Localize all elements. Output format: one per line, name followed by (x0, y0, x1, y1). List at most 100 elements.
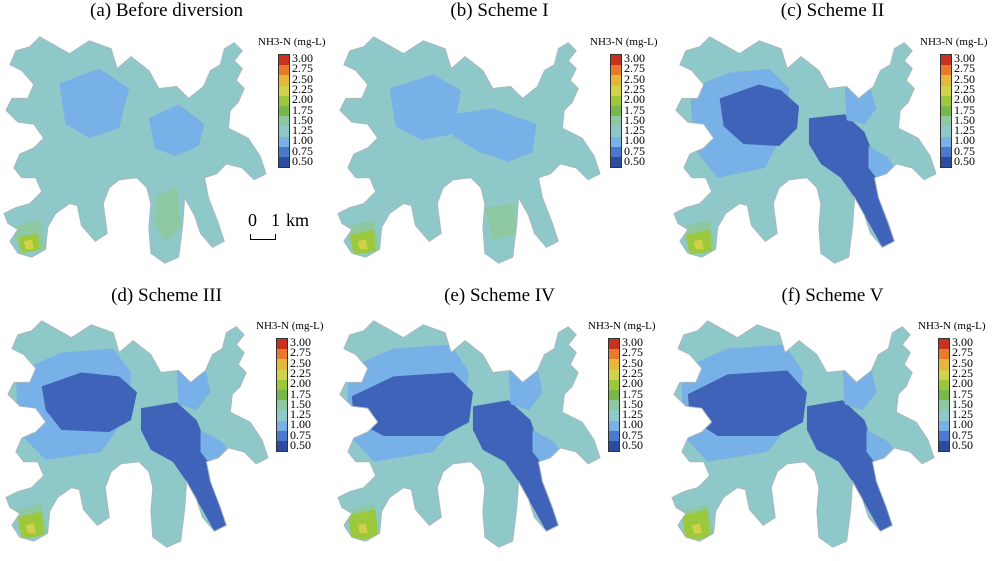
legend-swatch (941, 55, 951, 66)
legend-swatch (611, 95, 621, 106)
lake-outline (5, 320, 269, 548)
legend-swatch (279, 146, 289, 157)
legend-tick-label: 2.75 (952, 345, 973, 360)
scale-bar: 0 1 km (244, 210, 324, 240)
legend-swatch (611, 156, 621, 168)
legend-tick-label: 0.50 (290, 438, 311, 452)
lake-map (673, 36, 937, 264)
legend-swatch (939, 349, 949, 360)
legend-swatch (277, 400, 287, 411)
panel-e: (e) Scheme IV NH3-N (mg-L) 3.00 2.75 2.50 2.… (333, 285, 666, 561)
legend-swatch (277, 359, 287, 370)
legend-swatch (611, 116, 621, 127)
legend-swatch (611, 136, 621, 147)
panel-title: (b) Scheme I (450, 0, 549, 21)
legend-swatch (939, 369, 949, 380)
legend-title: NH3-N (mg-L) (258, 36, 326, 48)
legend-swatch (609, 359, 619, 370)
legend-tick-label: 1.50 (292, 112, 313, 127)
legend-title: NH3-N (mg-L) (256, 320, 324, 332)
legend-swatch (941, 126, 951, 137)
lake-outline (337, 320, 601, 548)
legend-title: NH3-N (mg-L) (918, 320, 986, 332)
legend-tick-label: 2.00 (624, 92, 645, 107)
legend-tick-label: 1.00 (624, 133, 645, 148)
legend-tick-label: 1.75 (290, 386, 311, 401)
lake-outline (671, 320, 935, 548)
legend-tick-label: 1.25 (954, 123, 975, 138)
legend-tick-label: 0.50 (952, 438, 973, 452)
legend-tick-label: 2.25 (292, 81, 313, 96)
legend-tick-label: 1.00 (952, 417, 973, 432)
panel-title: (c) Scheme II (780, 0, 885, 21)
legend-swatch (939, 430, 949, 441)
legend-tick-label: 1.25 (952, 407, 973, 422)
legend-tick-label: 3.00 (290, 335, 311, 349)
legend: NH3-N (mg-L) 3.00 2.75 2.50 2.25 2.00 1.75 1.50… (918, 320, 994, 460)
legend-swatch (611, 65, 621, 76)
legend-tick-label: 2.75 (624, 61, 645, 76)
legend-tick-label: 3.00 (622, 335, 643, 349)
legend-swatch (277, 349, 287, 360)
concentration-zone (691, 523, 702, 534)
panel-c: (c) Scheme II NH3-N (mg-L) 3.00 2.75 2.50 2.… (666, 0, 999, 276)
legend-swatch (611, 105, 621, 117)
legend-swatch (279, 116, 289, 127)
legend-tick-label: 0.50 (622, 438, 643, 452)
legend-swatch (611, 75, 621, 86)
legend-swatch (279, 75, 289, 86)
legend-tick-label: 3.00 (952, 335, 973, 349)
scale-unit: km (286, 210, 310, 230)
legend-colorbar (608, 338, 620, 452)
legend-tick-label: 2.25 (290, 365, 311, 380)
concentration-zone (25, 523, 36, 534)
concentration-zone (687, 370, 807, 436)
legend-tick-label: 0.75 (954, 143, 975, 158)
legend-swatch (939, 400, 949, 411)
legend-swatch (939, 440, 949, 452)
legend-swatch (277, 440, 287, 452)
concentration-zone (41, 372, 137, 432)
legend-tick-label: 2.25 (952, 365, 973, 380)
legend-swatch (609, 349, 619, 360)
legend-swatch (609, 389, 619, 401)
legend-swatch (941, 65, 951, 76)
panel-b: (b) Scheme I NH3-N (mg-L) 3.00 2.75 2.50 2.2… (333, 0, 666, 276)
legend-tick-label: 2.50 (622, 355, 643, 370)
legend-colorbar (940, 54, 952, 168)
legend-tick-label: 2.75 (622, 345, 643, 360)
legend: NH3-N (mg-L) 3.00 2.75 2.50 2.25 2.00 1.75 1.50… (920, 36, 996, 176)
legend-swatch (609, 410, 619, 421)
lake-map (5, 320, 269, 548)
legend-swatch (941, 75, 951, 86)
legend-swatch (279, 85, 289, 96)
panel-a: (a) Before diversion NH3-N (mg-L) 3.00 2.7… (0, 0, 333, 276)
legend-swatch (609, 339, 619, 350)
legend-swatch (611, 55, 621, 66)
legend-tick-label: 0.50 (624, 154, 645, 168)
legend-swatch (941, 105, 951, 117)
legend-tick-label: 1.00 (622, 417, 643, 432)
lake-outline (3, 36, 267, 264)
concentration-zone (59, 68, 130, 139)
legend-swatch (279, 136, 289, 147)
legend-swatch (279, 105, 289, 117)
legend-tick-label: 2.00 (952, 376, 973, 391)
legend-tick-label: 1.50 (954, 112, 975, 127)
legend-tick-label: 1.25 (290, 407, 311, 422)
legend-tick-label: 2.75 (290, 345, 311, 360)
concentration-zone (719, 84, 800, 147)
legend-swatch (941, 116, 951, 127)
legend-tick-label: 2.75 (954, 61, 975, 76)
legend-tick-label: 0.75 (290, 427, 311, 442)
legend-swatch (611, 85, 621, 96)
legend: NH3-N (mg-L) 3.00 2.75 2.50 2.25 2.00 1.75 1.50… (588, 320, 664, 460)
legend-colorbar (610, 54, 622, 168)
legend-tick-label: 1.75 (622, 386, 643, 401)
legend-colorbar (276, 338, 288, 452)
legend-tick-label: 2.25 (622, 365, 643, 380)
legend-tick-label: 2.50 (290, 355, 311, 370)
concentration-zone (389, 74, 462, 141)
legend-tick-label: 2.25 (624, 81, 645, 96)
legend-swatch (941, 85, 951, 96)
